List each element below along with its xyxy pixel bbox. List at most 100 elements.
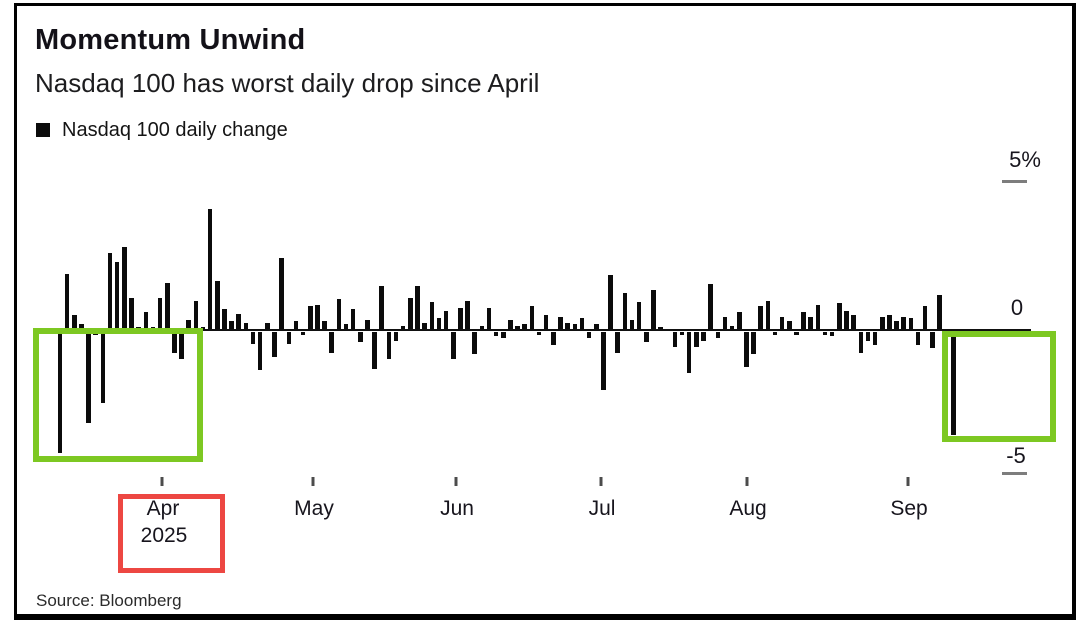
bar (122, 247, 127, 330)
bar (300, 332, 306, 335)
bar (307, 306, 313, 330)
bar (529, 306, 535, 330)
bar (229, 321, 234, 330)
bar (265, 322, 270, 330)
bar (801, 312, 806, 330)
bar (636, 301, 642, 330)
bar (515, 325, 520, 330)
bar (479, 325, 485, 330)
x-tick-mark (745, 477, 749, 486)
y-tick-label-bottom: -5 (1006, 443, 1026, 468)
bar (536, 332, 542, 335)
bar (694, 332, 699, 347)
bar (172, 332, 177, 353)
bar (686, 332, 692, 374)
bar (129, 297, 134, 330)
bar (815, 304, 821, 330)
bar (365, 319, 370, 330)
legend-label: Nasdaq 100 daily change (62, 119, 288, 141)
bar (501, 332, 506, 338)
x-tick-label: Apr (146, 497, 180, 520)
bar (215, 281, 220, 330)
bar (894, 321, 899, 330)
x-tick-mark (311, 477, 315, 486)
bar (57, 332, 63, 453)
bar (272, 332, 277, 358)
bar (114, 262, 120, 330)
bar (672, 332, 678, 347)
bar (493, 332, 499, 337)
bar (422, 322, 427, 330)
bar (207, 209, 213, 330)
bar (779, 316, 785, 330)
zero-axis-line (35, 329, 1031, 331)
bar (107, 253, 113, 330)
bar (930, 332, 935, 349)
bar (644, 332, 649, 343)
bar (400, 325, 406, 330)
bar (372, 332, 377, 369)
bar (729, 325, 735, 330)
bar (736, 312, 742, 330)
bar (551, 332, 556, 346)
bar (744, 332, 749, 368)
bar (908, 318, 914, 330)
bar (243, 322, 249, 330)
bar (679, 332, 685, 335)
x-tick-mark (160, 477, 164, 486)
bar (386, 332, 392, 359)
bar (143, 312, 149, 330)
bar (937, 294, 942, 330)
bar (465, 300, 470, 330)
bar (593, 324, 599, 330)
x-tick-label: Aug (729, 497, 767, 520)
bar (829, 332, 835, 337)
bar (508, 319, 513, 330)
bar (844, 310, 849, 330)
bar (458, 307, 463, 330)
x-tick-label: May (294, 497, 334, 520)
bar (486, 307, 492, 330)
bar (701, 332, 706, 341)
bar (64, 273, 70, 330)
bar (851, 315, 856, 330)
bar (336, 299, 342, 330)
bar (279, 257, 284, 330)
y-tick-label-top: 5% (1009, 147, 1041, 172)
bar (758, 306, 763, 330)
highlight-box-march-april-selloff (33, 328, 203, 462)
bar (879, 316, 885, 330)
highlight-box-september-drop (942, 331, 1056, 442)
x-tick-label: Sep (890, 497, 928, 520)
bar (601, 332, 606, 390)
bar (315, 304, 320, 330)
bar (722, 316, 728, 330)
bar (164, 282, 170, 330)
bar (565, 322, 570, 330)
bar (622, 293, 628, 330)
bar (922, 306, 928, 330)
bar (865, 332, 871, 341)
y-tick-mark-bottom (1002, 472, 1027, 475)
bar (522, 324, 528, 330)
bar (100, 332, 106, 403)
bar (186, 319, 191, 330)
bar (415, 285, 420, 330)
bar (379, 285, 385, 330)
bar (765, 300, 771, 330)
bar (429, 301, 435, 330)
bar (358, 332, 363, 343)
x-tick-mark (599, 477, 603, 486)
bar (72, 315, 77, 330)
bar (408, 297, 413, 330)
bar (86, 332, 91, 424)
bar (887, 315, 892, 330)
bar (157, 297, 163, 330)
bar (222, 309, 227, 330)
bar (586, 332, 592, 338)
legend-swatch-icon (36, 123, 50, 137)
bar (794, 332, 799, 335)
bar (558, 316, 563, 330)
bar (608, 275, 613, 330)
